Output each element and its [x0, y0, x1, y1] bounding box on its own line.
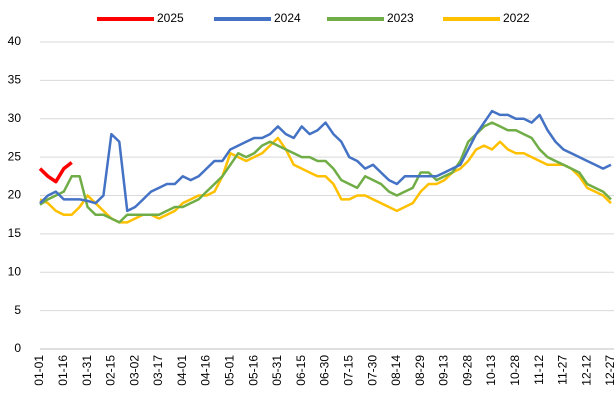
x-tick-label: 06-15	[294, 355, 308, 386]
x-tick-label: 01-16	[56, 355, 70, 386]
y-tick-label: 30	[8, 111, 22, 125]
y-tick-label: 40	[8, 34, 22, 48]
x-tick-label: 12-27	[603, 355, 614, 386]
x-tick-label: 06-30	[318, 355, 332, 386]
x-tick-label: 08-29	[413, 355, 427, 386]
x-tick-label: 04-01	[175, 355, 189, 386]
series-line	[39, 109, 612, 213]
x-tick-label: 08-14	[389, 355, 403, 386]
x-tick-label: 05-16	[246, 355, 260, 386]
series-line	[38, 161, 73, 184]
legend-label: 2022	[503, 11, 530, 25]
x-tick-label: 10-13	[484, 355, 498, 386]
x-tick-label: 09-13	[437, 355, 451, 386]
series-line	[39, 121, 612, 224]
y-tick-label: 10	[8, 264, 22, 278]
x-tick-label: 11-12	[532, 355, 546, 385]
y-tick-label: 25	[8, 149, 22, 163]
x-tick-label: 12-12	[579, 355, 593, 386]
x-tick-label: 02-15	[104, 355, 118, 386]
x-tick-label: 05-31	[270, 355, 284, 386]
x-tick-label: 04-16	[199, 355, 213, 386]
x-tick-label: 07-15	[341, 355, 355, 386]
x-tick-label: 05-01	[223, 355, 237, 386]
y-tick-label: 35	[8, 73, 22, 87]
legend-label: 2025	[157, 11, 184, 25]
x-tick-label: 09-28	[460, 355, 474, 386]
y-tick-label: 15	[8, 226, 22, 240]
legend-label: 2023	[387, 11, 414, 25]
y-tick-label: 0	[14, 341, 21, 355]
x-tick-label: 01-31	[80, 355, 94, 386]
x-tick-label: 10-28	[508, 355, 522, 386]
x-tick-label: 01-01	[32, 355, 46, 386]
y-tick-label: 5	[14, 303, 21, 317]
x-tick-label: 03-17	[151, 355, 165, 386]
x-tick-label: 07-30	[365, 355, 379, 386]
x-tick-label: 11-27	[556, 355, 570, 385]
legend-label: 2024	[274, 11, 301, 25]
y-tick-label: 20	[8, 188, 22, 202]
x-tick-label: 03-02	[127, 355, 141, 386]
series-line	[39, 136, 612, 224]
